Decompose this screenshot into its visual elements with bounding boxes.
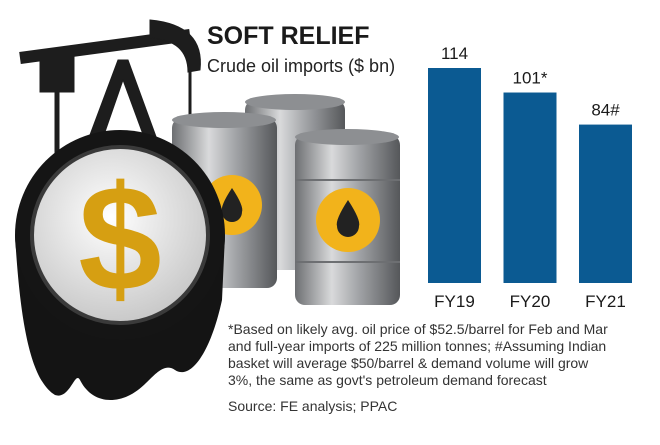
footnote-line: 3%, the same as govt's petroleum demand … <box>228 372 547 388</box>
x-tick-label: FY20 <box>510 292 551 311</box>
footnote-line: and full-year imports of 225 million ton… <box>228 338 606 354</box>
x-tick-label: FY21 <box>585 292 626 311</box>
coin-symbol: $ <box>78 154 161 322</box>
chart-subtitle: Crude oil imports ($ bn) <box>207 56 395 76</box>
bar <box>579 124 632 283</box>
footnote-line: *Based on likely avg. oil price of $52.5… <box>228 321 608 337</box>
x-tick-label: FY19 <box>434 292 475 311</box>
chart-title: SOFT RELIEF <box>207 22 370 50</box>
value-label: 101* <box>513 69 548 88</box>
footnote: *Based on likely avg. oil price of $52.5… <box>228 321 608 388</box>
value-label: 84# <box>591 101 620 120</box>
value-label: 114 <box>441 44 468 63</box>
bar-chart: 114 FY19 101* FY20 84# FY21 <box>428 44 632 311</box>
footnote-line: basket will average $50/barrel & demand … <box>228 355 589 371</box>
bar <box>503 92 557 283</box>
source: Source: FE analysis; PPAC <box>228 398 397 414</box>
bar <box>428 68 481 283</box>
dollar-coin: $ <box>15 130 225 400</box>
oil-barrels <box>172 94 400 305</box>
